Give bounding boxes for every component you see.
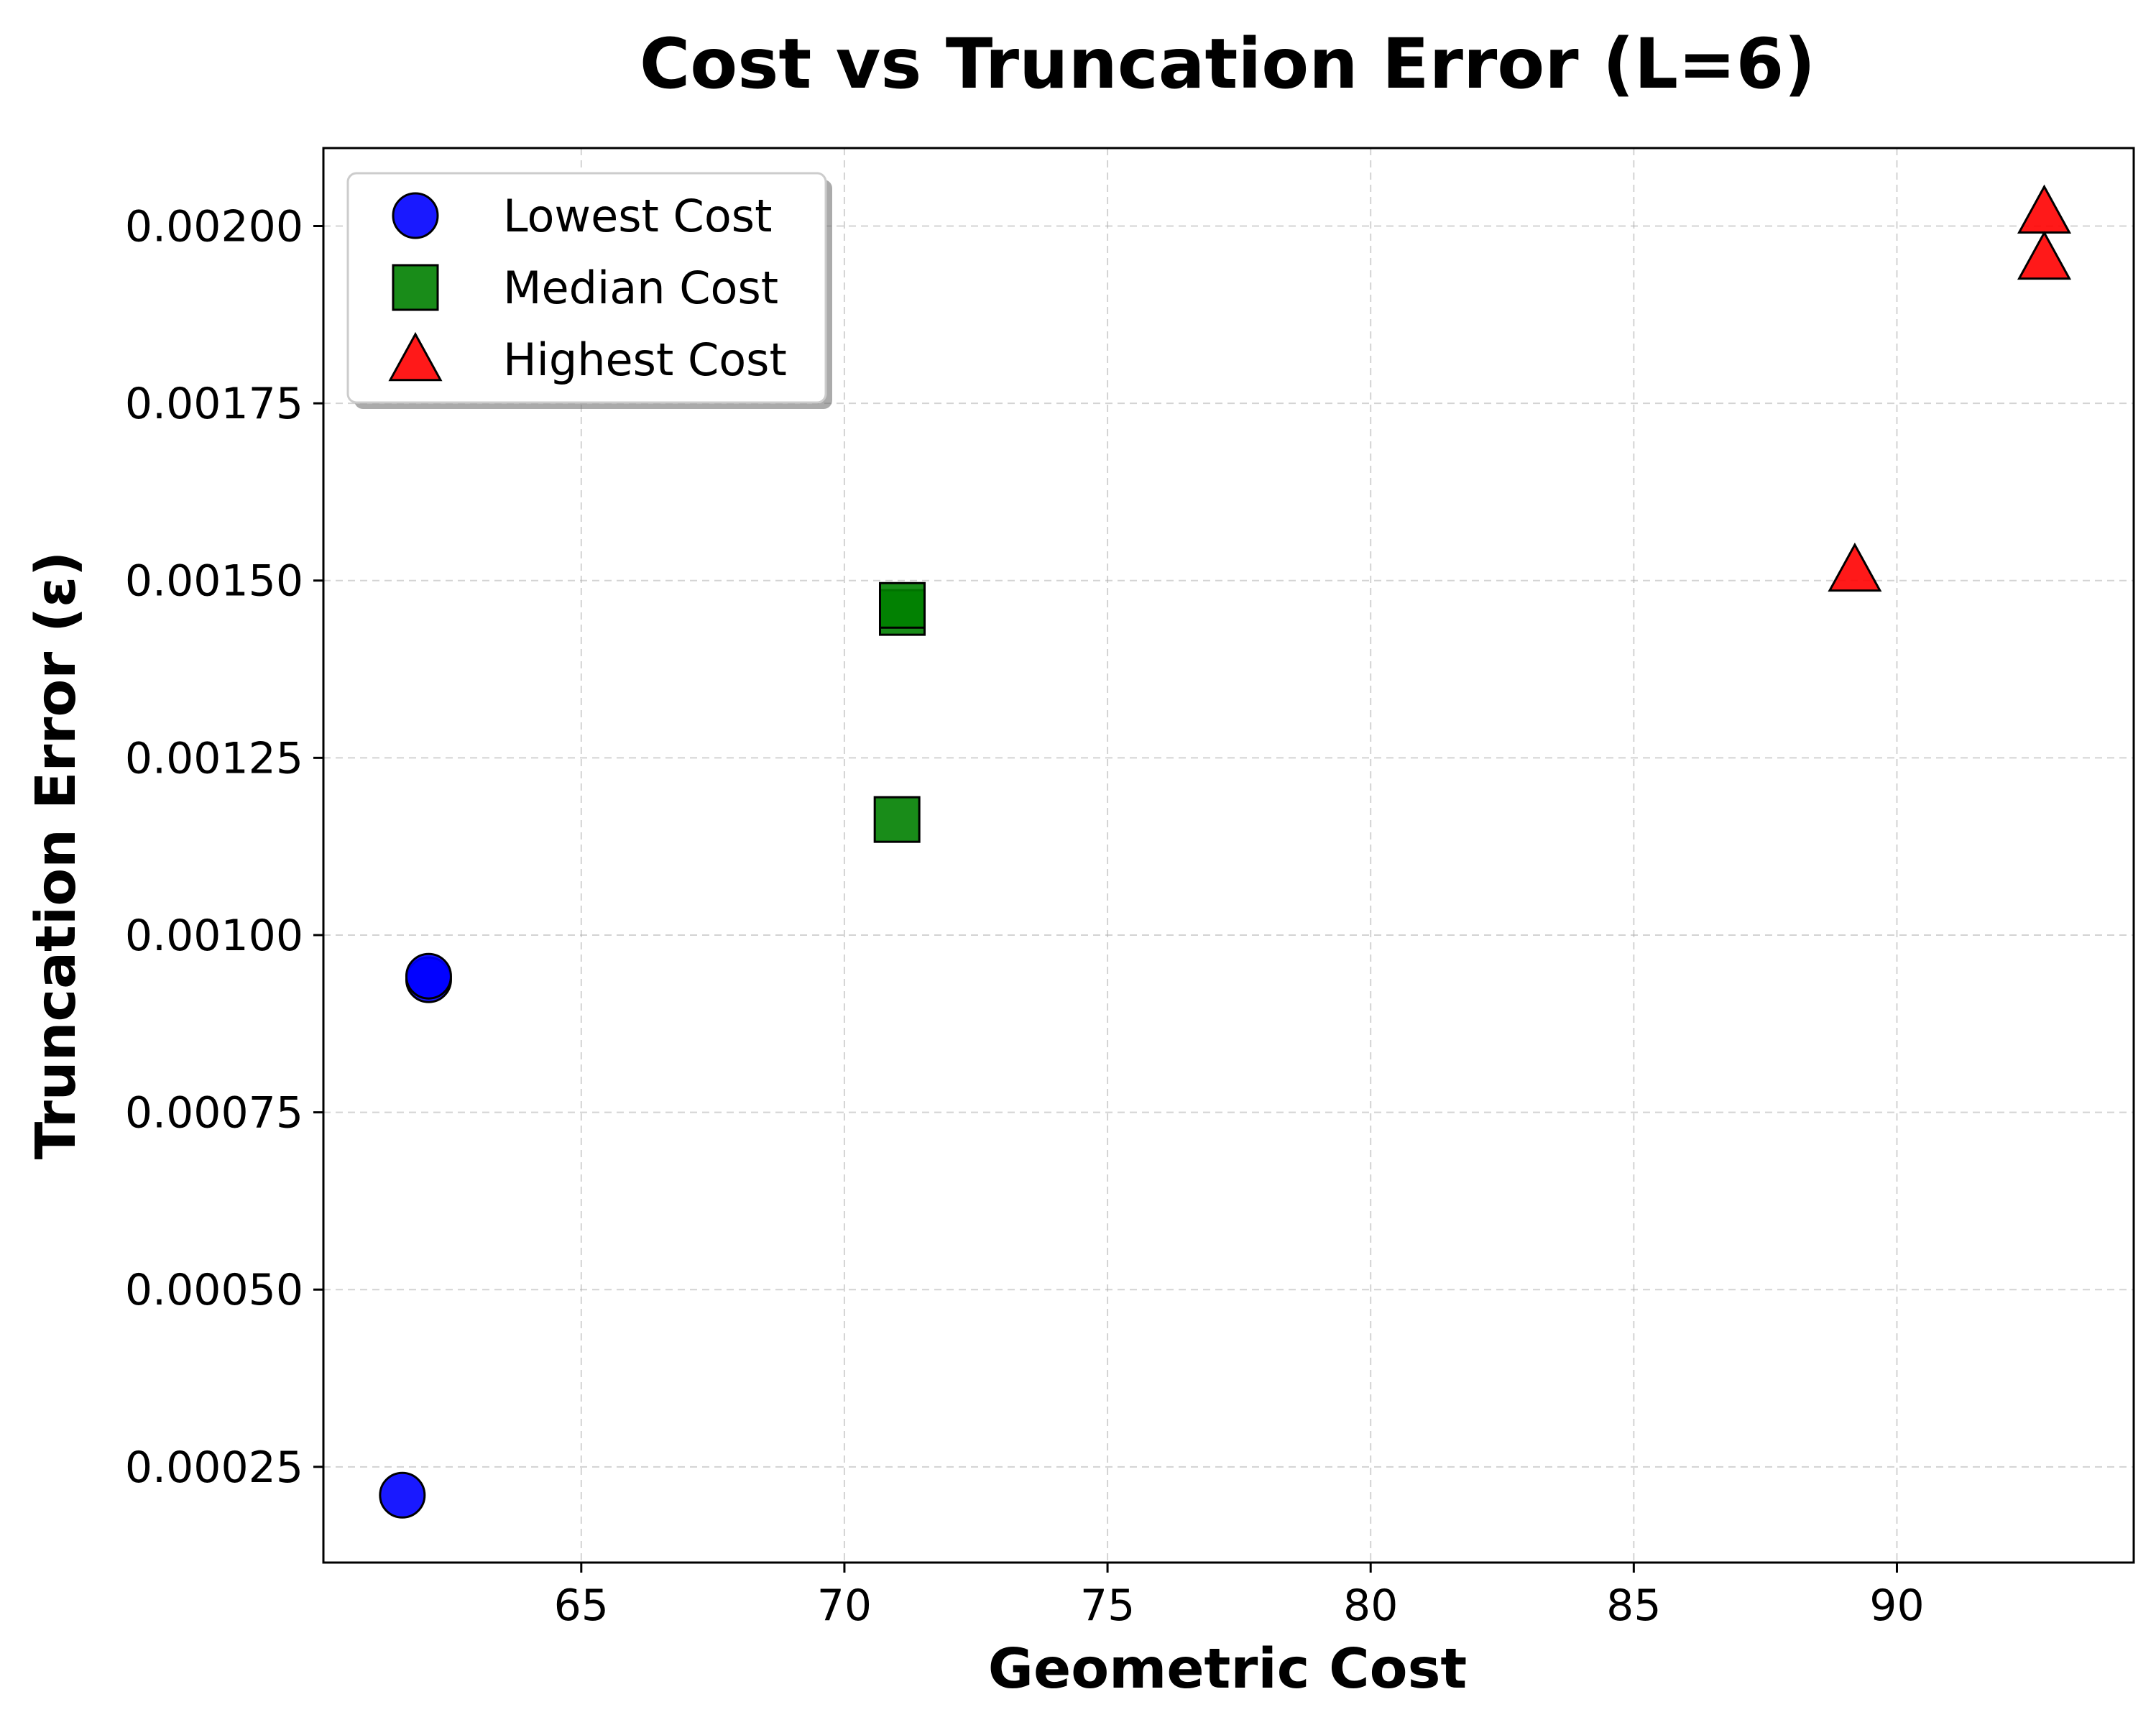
x-tick-label: 65 — [554, 1581, 609, 1631]
y-tick-label: 0.00175 — [125, 379, 303, 429]
y-axis-label: Truncation Error (ε) — [24, 551, 88, 1159]
axis-ticks: 65 70 75 80 85 90 0.00025 0.00050 0.00075 0.00100… — [125, 202, 1925, 1631]
series-square — [873, 581, 926, 843]
y-tick-label: 0.00200 — [125, 202, 303, 252]
x-tick-label: 90 — [1869, 1581, 1924, 1631]
legend-label: Lowest Cost — [503, 190, 772, 242]
x-tick-label: 75 — [1080, 1581, 1135, 1631]
legend-box — [346, 172, 827, 404]
legend-label: Median Cost — [503, 262, 778, 314]
y-tick-label: 0.00150 — [125, 556, 303, 607]
y-tick-label: 0.00025 — [125, 1443, 303, 1493]
data-points — [379, 184, 2072, 1519]
x-tick-label: 70 — [817, 1581, 872, 1631]
series-circle — [379, 952, 452, 1519]
chart-title: Cost vs Truncation Error (L=6) — [640, 24, 1815, 104]
x-tick-label: 85 — [1606, 1581, 1661, 1631]
data-point-circle — [379, 1471, 426, 1519]
legend: Lowest Cost Median Cost Highest Cost — [346, 172, 832, 409]
grid-lines — [323, 148, 2134, 1563]
legend-circle-marker — [392, 192, 439, 239]
series-triangle — [1828, 184, 2072, 592]
y-tick-label: 0.00075 — [125, 1088, 303, 1138]
y-tick-label: 0.00125 — [125, 733, 303, 783]
legend-square-marker — [392, 264, 439, 311]
data-point-square — [878, 581, 926, 629]
plot-area — [322, 147, 2135, 1564]
y-tick-label: 0.00100 — [125, 911, 303, 961]
data-point-square — [873, 796, 921, 843]
legend-label: Highest Cost — [503, 334, 787, 386]
data-point-circle — [405, 952, 452, 1000]
x-tick-label: 80 — [1343, 1581, 1398, 1631]
legend-entries: Lowest Cost Median Cost Highest Cost — [388, 190, 787, 386]
x-axis-label: Geometric Cost — [988, 1637, 1467, 1701]
data-point-triangle — [1828, 542, 1882, 592]
legend-triangle-marker — [388, 331, 443, 382]
data-point-triangle — [2017, 184, 2072, 234]
y-tick-label: 0.00050 — [125, 1265, 303, 1315]
data-point-triangle — [2017, 230, 2072, 280]
